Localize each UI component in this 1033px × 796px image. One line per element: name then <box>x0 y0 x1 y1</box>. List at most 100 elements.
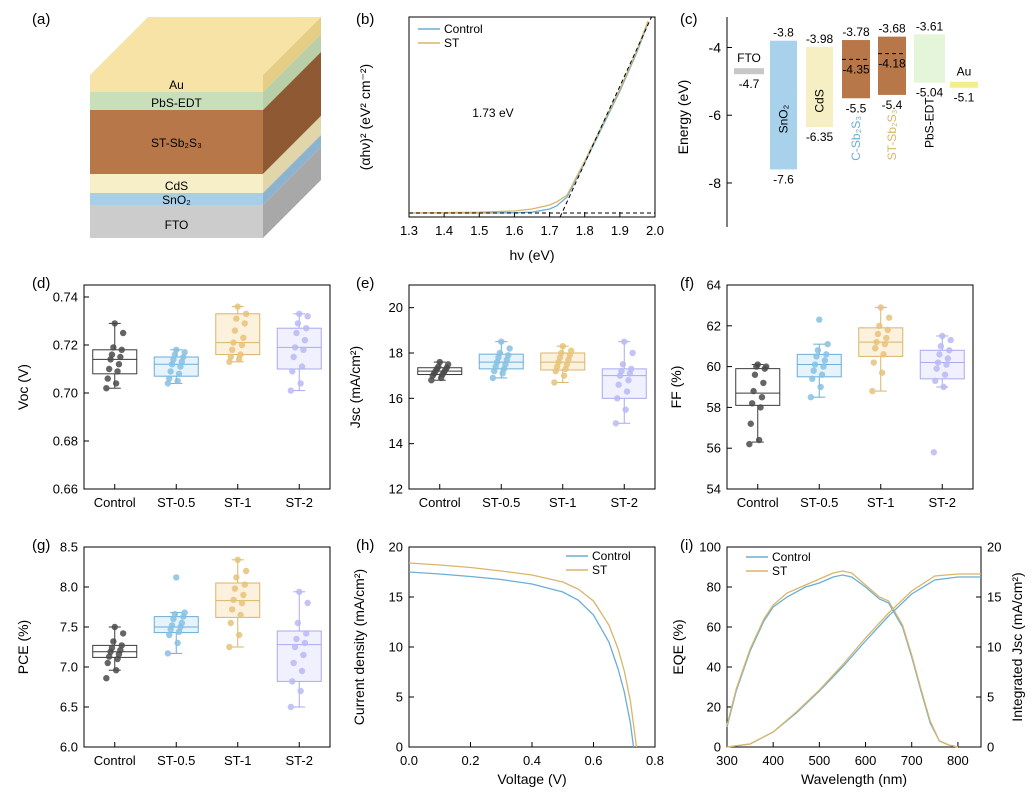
energy-value: -3.68 <box>878 22 906 36</box>
y-tick-label: 60 <box>707 359 721 374</box>
y2-tick-label: 10 <box>987 640 1001 655</box>
data-point <box>181 349 187 355</box>
box <box>602 369 646 398</box>
data-point <box>103 385 109 391</box>
fermi-value: -4.18 <box>878 57 906 71</box>
y-tick-label: 62 <box>707 318 721 333</box>
material-label: C-Sb₂S₃ <box>849 116 863 161</box>
data-point <box>106 366 112 372</box>
data-point <box>628 366 634 372</box>
y-tick-label: 8.0 <box>60 580 78 595</box>
energy-level-0 <box>734 68 764 74</box>
legend-label: ST <box>444 36 460 50</box>
data-point <box>872 345 878 351</box>
data-point <box>618 368 624 374</box>
data-point <box>437 359 443 365</box>
data-point <box>110 638 116 644</box>
layer-label: PbS-EDT <box>151 96 202 110</box>
data-point <box>242 320 248 326</box>
data-point <box>113 380 119 386</box>
data-point <box>240 335 246 341</box>
data-point <box>943 361 949 367</box>
y-axis-label: Energy (eV) <box>675 80 691 155</box>
data-point <box>875 331 881 337</box>
x-tick-label: 300 <box>716 753 738 768</box>
x-axis-label: Wavelength (nm) <box>801 771 907 787</box>
y-tick-label: 5 <box>396 690 403 705</box>
data-point <box>232 327 238 333</box>
y-tick-label: 20 <box>389 300 403 315</box>
line-series-control <box>727 575 958 747</box>
data-point <box>119 347 125 353</box>
data-point <box>173 574 179 580</box>
energy-level-6 <box>950 82 978 88</box>
data-point <box>748 421 754 427</box>
data-point <box>166 632 172 638</box>
data-point <box>233 315 239 321</box>
data-point <box>822 357 828 363</box>
x-tick-label: 1.4 <box>435 223 453 238</box>
x-tick-label: Control <box>737 495 779 510</box>
data-point <box>300 652 306 658</box>
y-tick-label: 0 <box>714 740 721 755</box>
legend-label: Control <box>772 550 811 564</box>
data-point <box>931 449 937 455</box>
y-axis-label: Current density (mA/cm²) <box>351 569 367 725</box>
data-point <box>629 350 635 356</box>
x-tick-label: 400 <box>762 753 784 768</box>
data-point <box>116 361 122 367</box>
y-tick-label: 58 <box>707 400 721 415</box>
x-tick-label: ST-0.5 <box>157 753 195 768</box>
data-point <box>105 660 111 666</box>
y-tick-label: 56 <box>707 441 721 456</box>
data-point <box>505 352 511 358</box>
data-point <box>235 557 241 563</box>
data-point <box>879 370 885 376</box>
panel-label: (i) <box>680 537 693 554</box>
data-point <box>935 359 941 365</box>
energy-band-5 <box>914 34 945 82</box>
panel-label: (g) <box>32 537 50 554</box>
data-point <box>181 609 187 615</box>
data-point <box>823 351 829 357</box>
x-tick-label: ST-2 <box>611 495 638 510</box>
energy-value: -5.5 <box>846 101 867 115</box>
data-point <box>105 375 111 381</box>
data-point <box>109 645 115 651</box>
energy-value: -3.98 <box>806 32 834 46</box>
data-point <box>166 375 172 381</box>
data-point <box>296 589 302 595</box>
x-tick-label: 1.9 <box>611 223 629 238</box>
x-tick-label: 2.0 <box>646 223 664 238</box>
data-point <box>880 351 886 357</box>
data-point <box>809 376 815 382</box>
plot-frame <box>84 285 330 489</box>
x-tick-label: Control <box>94 753 136 768</box>
panel-label: (c) <box>680 11 698 28</box>
data-point <box>746 441 752 447</box>
energy-value: -5.1 <box>954 91 975 105</box>
data-point <box>299 363 305 369</box>
line-series-st <box>727 574 981 747</box>
data-point <box>295 320 301 326</box>
data-point <box>878 304 884 310</box>
data-point <box>506 345 512 351</box>
data-point <box>816 316 822 322</box>
data-point <box>239 600 245 606</box>
x-tick-label: ST-1 <box>224 495 251 510</box>
data-point <box>296 311 302 317</box>
energy-value: -3.78 <box>842 25 870 39</box>
data-point <box>114 368 120 374</box>
data-point <box>297 380 303 386</box>
line-series-st <box>727 571 958 747</box>
data-point <box>302 337 308 343</box>
x-tick-label: ST-0.5 <box>800 495 838 510</box>
x-tick-label: 1.7 <box>541 223 559 238</box>
energy-band-2 <box>806 47 833 127</box>
y-axis-label: (αhν)² (eV² cm⁻²) <box>357 64 373 170</box>
y-tick-label: 40 <box>707 660 721 675</box>
layer-label: SnO₂ <box>162 193 191 207</box>
data-point <box>228 354 234 360</box>
data-point <box>869 388 875 394</box>
